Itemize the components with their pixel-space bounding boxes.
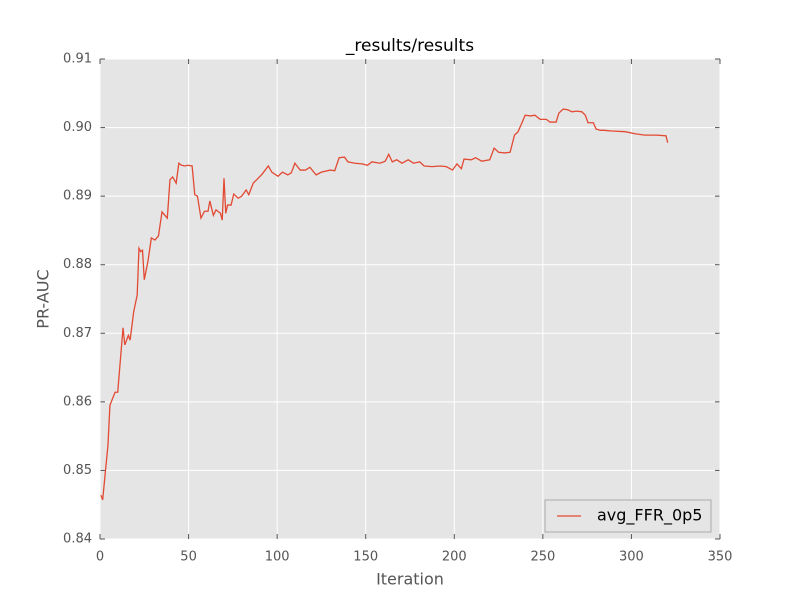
x-tick-label: 200 (442, 550, 467, 565)
y-tick-label: 0.84 (63, 532, 92, 547)
data-line (100, 108, 669, 501)
y-tick-label: 0.90 (63, 120, 92, 135)
y-tick-label: 0.89 (63, 189, 92, 204)
x-tick-label: 350 (708, 550, 733, 565)
x-tick-label: 250 (530, 550, 555, 565)
x-tick-label: 300 (619, 550, 644, 565)
legend-label: avg_FFR_0p5 (597, 506, 702, 526)
y-tick-label: 0.86 (63, 394, 92, 409)
x-tick-label: 150 (353, 550, 378, 565)
y-tick-label: 0.91 (63, 52, 92, 67)
y-axis-label: PR-AUC (34, 269, 53, 328)
x-axis-label: Iteration (376, 570, 444, 589)
y-tick-label: 0.88 (63, 257, 92, 272)
y-tick-label: 0.85 (63, 463, 92, 478)
chart-title: _results/results (345, 36, 474, 56)
y-tick-label: 0.87 (63, 326, 92, 341)
x-tick-label: 100 (265, 550, 290, 565)
x-tick-label: 50 (180, 550, 197, 565)
plot-area (100, 59, 720, 539)
x-tick-label: 0 (96, 550, 104, 565)
